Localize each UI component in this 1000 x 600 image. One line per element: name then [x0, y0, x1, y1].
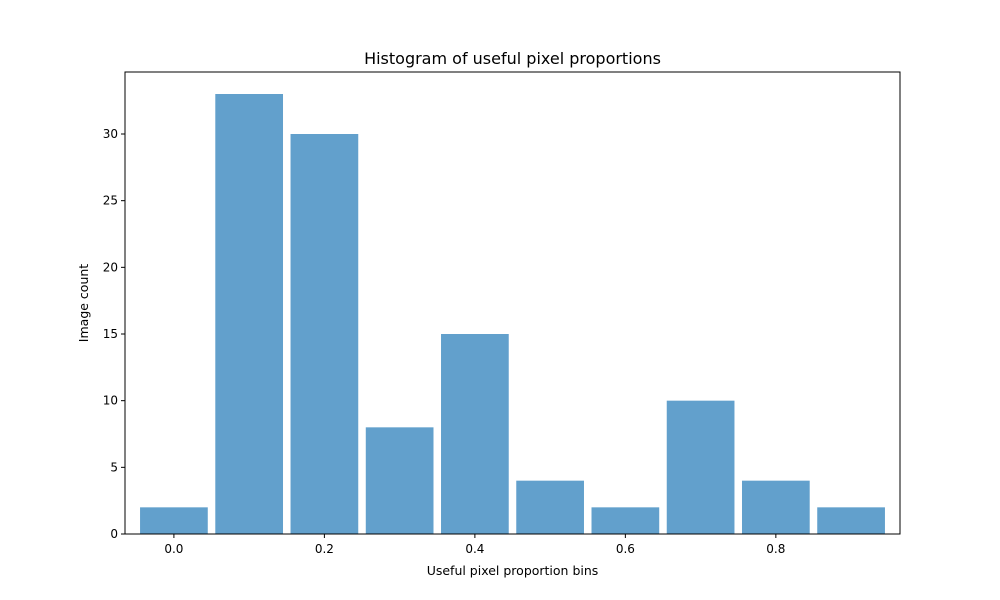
histogram-bar-0	[140, 507, 208, 534]
y-tick-label-4: 20	[103, 260, 118, 274]
y-axis-ticks: 0 5 10 15 20 25 30	[103, 127, 125, 541]
x-tick-label-4: 0.8	[766, 542, 785, 556]
histogram-bar-4	[441, 334, 509, 534]
y-tick-label-1: 5	[110, 460, 118, 474]
y-tick-label-6: 30	[103, 127, 118, 141]
histogram-bar-2	[290, 134, 359, 534]
histogram-bar-1	[215, 94, 284, 534]
histogram-bar-8	[741, 480, 810, 534]
histogram-bar-6	[591, 507, 660, 534]
bars-group	[140, 94, 885, 534]
histogram-bar-5	[516, 480, 584, 534]
y-tick-label-0: 0	[110, 527, 118, 541]
y-axis-label: Image count	[76, 264, 91, 342]
y-tick-label-2: 10	[103, 394, 118, 408]
y-tick-label-5: 25	[103, 194, 118, 208]
x-tick-label-1: 0.2	[315, 542, 334, 556]
histogram-bar-9	[817, 507, 885, 534]
x-axis-ticks: 0.0 0.2 0.4 0.6 0.8	[164, 534, 785, 556]
x-axis-label: Useful pixel proportion bins	[427, 563, 599, 578]
x-tick-label-3: 0.6	[616, 542, 635, 556]
x-tick-label-0: 0.0	[164, 542, 183, 556]
histogram-bar-3	[365, 427, 434, 534]
x-tick-label-2: 0.4	[465, 542, 484, 556]
y-tick-label-3: 15	[103, 327, 118, 341]
chart-title: Histogram of useful pixel proportions	[364, 49, 661, 68]
plot-area-frame	[124, 71, 901, 535]
histogram-bar-7	[666, 400, 735, 534]
